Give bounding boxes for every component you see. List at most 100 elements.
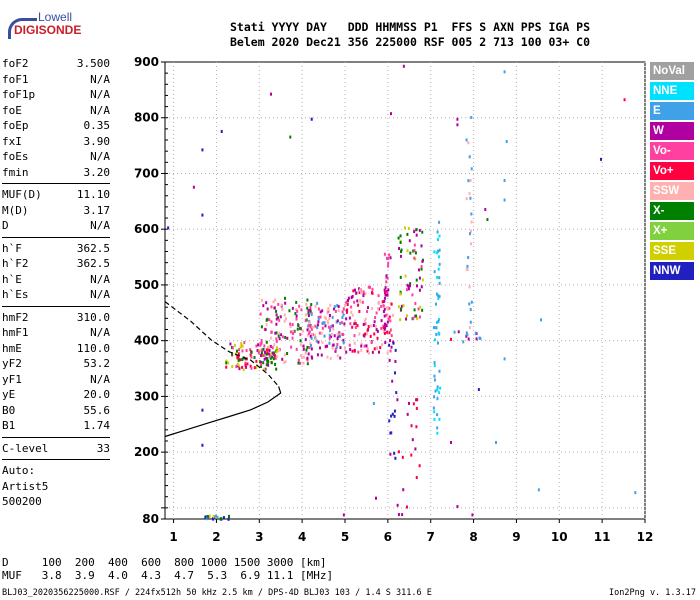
echo-point — [278, 348, 281, 352]
echo-point — [235, 365, 238, 369]
echo-point — [438, 276, 441, 280]
param-label: hmF1 — [2, 326, 29, 339]
echo-point — [484, 208, 487, 212]
echo-point — [383, 291, 386, 295]
echo-point — [267, 360, 270, 364]
echo-point — [505, 140, 508, 144]
echo-point — [457, 330, 460, 334]
echo-point — [409, 251, 412, 255]
x-tick-label: 12 — [637, 530, 654, 544]
echo-point — [348, 316, 351, 320]
echo-point — [305, 302, 308, 306]
echo-point — [334, 349, 337, 353]
echo-point — [288, 309, 291, 313]
echo-point — [304, 313, 307, 317]
echo-point — [432, 406, 435, 410]
echo-point — [304, 351, 307, 355]
echo-point — [419, 305, 422, 309]
echo-point — [238, 367, 241, 371]
param-row: h`E N/A — [2, 272, 110, 288]
echo-point — [343, 346, 346, 350]
echo-point — [377, 300, 380, 304]
echo-point — [450, 337, 452, 341]
echo-point — [468, 192, 471, 196]
echo-point — [338, 334, 341, 338]
param-label: B0 — [2, 403, 16, 417]
echo-point — [337, 309, 340, 313]
echo-point — [257, 343, 260, 347]
echo-point — [385, 323, 388, 327]
echo-point — [438, 262, 441, 266]
echo-point — [380, 326, 383, 330]
echo-point — [358, 309, 361, 313]
echo-point — [253, 356, 256, 360]
echo-point — [302, 355, 305, 359]
legend-item-e: E — [650, 102, 694, 120]
echo-point — [436, 397, 439, 401]
echo-point — [382, 310, 385, 314]
echo-point — [304, 338, 307, 342]
echo-point — [220, 129, 223, 133]
echo-point — [270, 330, 273, 334]
echo-point — [369, 334, 372, 338]
echo-point — [471, 513, 474, 517]
echo-point — [268, 345, 271, 349]
param-separator — [2, 436, 110, 438]
echo-point — [413, 256, 416, 260]
echo-point — [382, 330, 385, 334]
echo-point — [309, 343, 312, 347]
echo-point — [237, 352, 240, 356]
echo-point — [408, 401, 411, 405]
echo-point — [416, 317, 419, 321]
legend-item-xplus: X+ — [650, 222, 694, 240]
echo-point — [420, 285, 423, 289]
echo-point — [267, 363, 270, 367]
echo-point — [439, 386, 442, 390]
echo-point — [382, 324, 385, 328]
echo-point — [299, 343, 302, 347]
echo-point — [266, 317, 269, 321]
echo-point — [265, 363, 268, 367]
echo-point — [281, 307, 284, 311]
echo-point — [433, 270, 436, 274]
echo-point — [383, 314, 386, 318]
header-labels: Stati YYYY DAY DDD HHMMSS P1 FFS S AXN P… — [230, 20, 591, 34]
echo-point — [263, 344, 266, 348]
echo-point — [388, 331, 391, 335]
echo-point — [370, 341, 373, 345]
echo-point — [358, 288, 361, 292]
echo-point — [277, 334, 280, 338]
param-label: foF1p — [2, 88, 36, 101]
echo-point — [241, 365, 244, 369]
echo-point — [385, 306, 388, 310]
echo-point — [406, 283, 409, 287]
echo-point — [358, 290, 361, 294]
echo-point — [370, 291, 373, 295]
x-tick-label: 4 — [298, 530, 306, 544]
echo-point — [416, 284, 419, 288]
echo-point — [235, 349, 238, 353]
param-label: yF2 — [2, 357, 22, 370]
echo-point — [290, 345, 293, 349]
echo-point — [306, 333, 309, 337]
echo-point — [364, 292, 367, 296]
param-row: yF1 N/A — [2, 372, 110, 388]
echo-point — [249, 348, 252, 352]
echo-point — [330, 324, 333, 328]
echo-point — [315, 337, 318, 341]
param-row: MUF(D) 11.10 — [2, 187, 110, 203]
param-row: yF2 53.2 — [2, 356, 110, 372]
echo-point — [355, 291, 358, 295]
echo-point — [417, 307, 420, 311]
echo-point — [503, 179, 506, 183]
echo-point — [319, 315, 322, 319]
echo-point — [436, 426, 439, 430]
echo-point — [503, 198, 506, 202]
echo-point — [309, 334, 312, 338]
x-tick-label: 9 — [512, 530, 520, 544]
echo-point — [397, 305, 400, 309]
echo-point — [418, 315, 421, 319]
echo-point — [283, 360, 286, 364]
echo-point — [222, 516, 225, 520]
echo-point — [264, 350, 267, 354]
